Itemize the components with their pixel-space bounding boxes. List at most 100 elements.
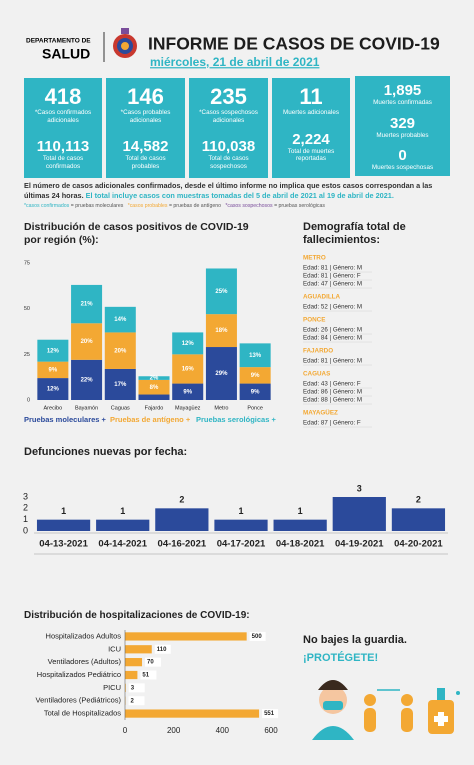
y-tick-label: 50 — [24, 306, 30, 312]
bar-segment — [239, 343, 271, 368]
definitions: *casos confirmados = pruebas moleculares… — [24, 203, 454, 209]
definition-term: *casos confirmados — [24, 203, 70, 209]
stat-total: 110,038 — [201, 138, 256, 155]
bar — [125, 645, 152, 654]
region-name: METRO — [303, 255, 326, 262]
logo — [113, 28, 137, 58]
value-label: 110 — [157, 647, 167, 653]
y-tick-label: Total de Hospitalizados — [44, 709, 121, 718]
bar-segment — [138, 394, 170, 400]
x-tick-label: 400 — [216, 726, 230, 735]
stat-value: 146 — [127, 84, 164, 109]
value-label: 13% — [249, 353, 262, 359]
value-label: 1 — [61, 506, 66, 516]
bar-segment — [71, 323, 103, 360]
title: INFORME DE CASOS DE COVID-19 — [148, 34, 440, 54]
stat-total: 14,582 — [122, 138, 169, 155]
bar — [125, 683, 126, 692]
value-label: 12% — [182, 341, 195, 347]
bar-segment — [239, 367, 271, 384]
stat-label: *Casos probables adicionales — [120, 109, 171, 124]
case-row: Edad: 84 | Género: M — [303, 335, 362, 342]
y-tick-label: 0 — [27, 397, 30, 403]
x-tick-label: Metro — [214, 405, 228, 411]
department: DEPARTAMENTO DE — [26, 38, 91, 45]
x-tick-label: 04-19-2021 — [335, 539, 384, 550]
bar — [273, 519, 327, 531]
bar-segment — [138, 376, 170, 380]
bar-segment — [239, 383, 271, 400]
value-label: 500 — [252, 634, 263, 640]
definition-meaning: = pruebas de antígeno — [168, 203, 221, 209]
deaths-value: 329 — [389, 114, 416, 132]
value-label: 12% — [47, 348, 60, 354]
legend-label: Pruebas de antígeno + — [110, 415, 191, 424]
note: El número de casos adicionales confirmad… — [24, 181, 454, 200]
bar-segment — [37, 339, 69, 362]
region-name: FAJARDO — [303, 348, 333, 355]
x-tick-label: 200 — [167, 726, 181, 735]
bar-segment — [205, 314, 237, 348]
y-tick-label: PICU — [103, 683, 121, 692]
y-tick-label: 25 — [24, 352, 30, 358]
value-label-bg — [128, 696, 145, 706]
stat-value: 235 — [210, 84, 247, 109]
value-label: 12% — [47, 387, 60, 393]
stat-label: *Casos confirmados adicionales — [34, 109, 92, 124]
stat-box: 11 Muertes adicionales 2,224 Total de mu… — [272, 78, 350, 178]
value-label: 1 — [238, 506, 243, 516]
x-tick-label: 04-18-2021 — [276, 539, 325, 550]
value-label: 551 — [264, 711, 275, 717]
case-row: Edad: 87 | Género: F — [303, 420, 361, 427]
bar — [214, 519, 268, 531]
value-label-bg — [154, 644, 171, 654]
value-label-bg — [262, 709, 279, 719]
stat-total: 2,224 — [292, 130, 330, 148]
value-label: 22% — [81, 377, 94, 383]
stat-total: 110,113 — [36, 138, 90, 155]
value-label: 8% — [150, 385, 159, 391]
bar-segment — [104, 332, 136, 369]
y-tick-label: 3 — [23, 491, 28, 501]
case-row: Edad: 43 | Género: F — [303, 381, 361, 388]
bar-segment — [172, 332, 204, 355]
bar — [36, 519, 91, 531]
x-tick-label: 04-14-2021 — [98, 539, 147, 550]
case-row: Edad: 86 | Género: M — [303, 389, 362, 396]
bar — [155, 508, 209, 531]
legend-label: Pruebas moleculares + — [24, 415, 107, 424]
value-label: 9% — [49, 367, 58, 373]
definition-meaning: = pruebas serológicas — [274, 203, 325, 209]
value-label: 9% — [183, 389, 192, 395]
region-name: CAGUAS — [303, 371, 330, 378]
x-tick-label: Bayamón — [75, 405, 98, 411]
case-row: Edad: 47 | Género: M — [303, 281, 362, 288]
value-label-bg — [249, 631, 266, 641]
x-tick-label: 600 — [264, 726, 278, 735]
value-label: 29% — [215, 371, 228, 377]
value-label: 2 — [416, 495, 421, 505]
value-label: 17% — [114, 382, 127, 388]
chart-title: Distribución de hospitalizaciones de COV… — [24, 610, 250, 621]
stat-box: 418 *Casos confirmados adicionales 110,1… — [24, 78, 102, 178]
stat-value: 418 — [44, 84, 82, 109]
y-tick-label: 2 — [23, 503, 28, 513]
deaths-label: Muertes sospechosas — [371, 164, 434, 171]
stat-total-label: Total de casos probables — [125, 155, 166, 170]
y-tick-label: 1 — [23, 514, 28, 524]
footer-illustration — [312, 680, 460, 740]
value-label-bg — [128, 683, 145, 693]
value-label: 2 — [130, 698, 134, 704]
value-label: 20% — [114, 348, 127, 354]
footer-highlight: ¡PROTÉGETE! — [303, 652, 379, 664]
definition-term: *casos probables — [127, 203, 168, 209]
bar — [125, 709, 260, 718]
bar — [332, 497, 386, 531]
y-tick-label: ICU — [108, 644, 121, 653]
bar-segment — [172, 383, 204, 400]
value-label: 21% — [81, 302, 94, 308]
value-label: 20% — [81, 339, 94, 345]
x-tick-label: 04-20-2021 — [394, 539, 443, 550]
chart-title: Distribución de casos positivos de COVID… — [24, 221, 249, 246]
